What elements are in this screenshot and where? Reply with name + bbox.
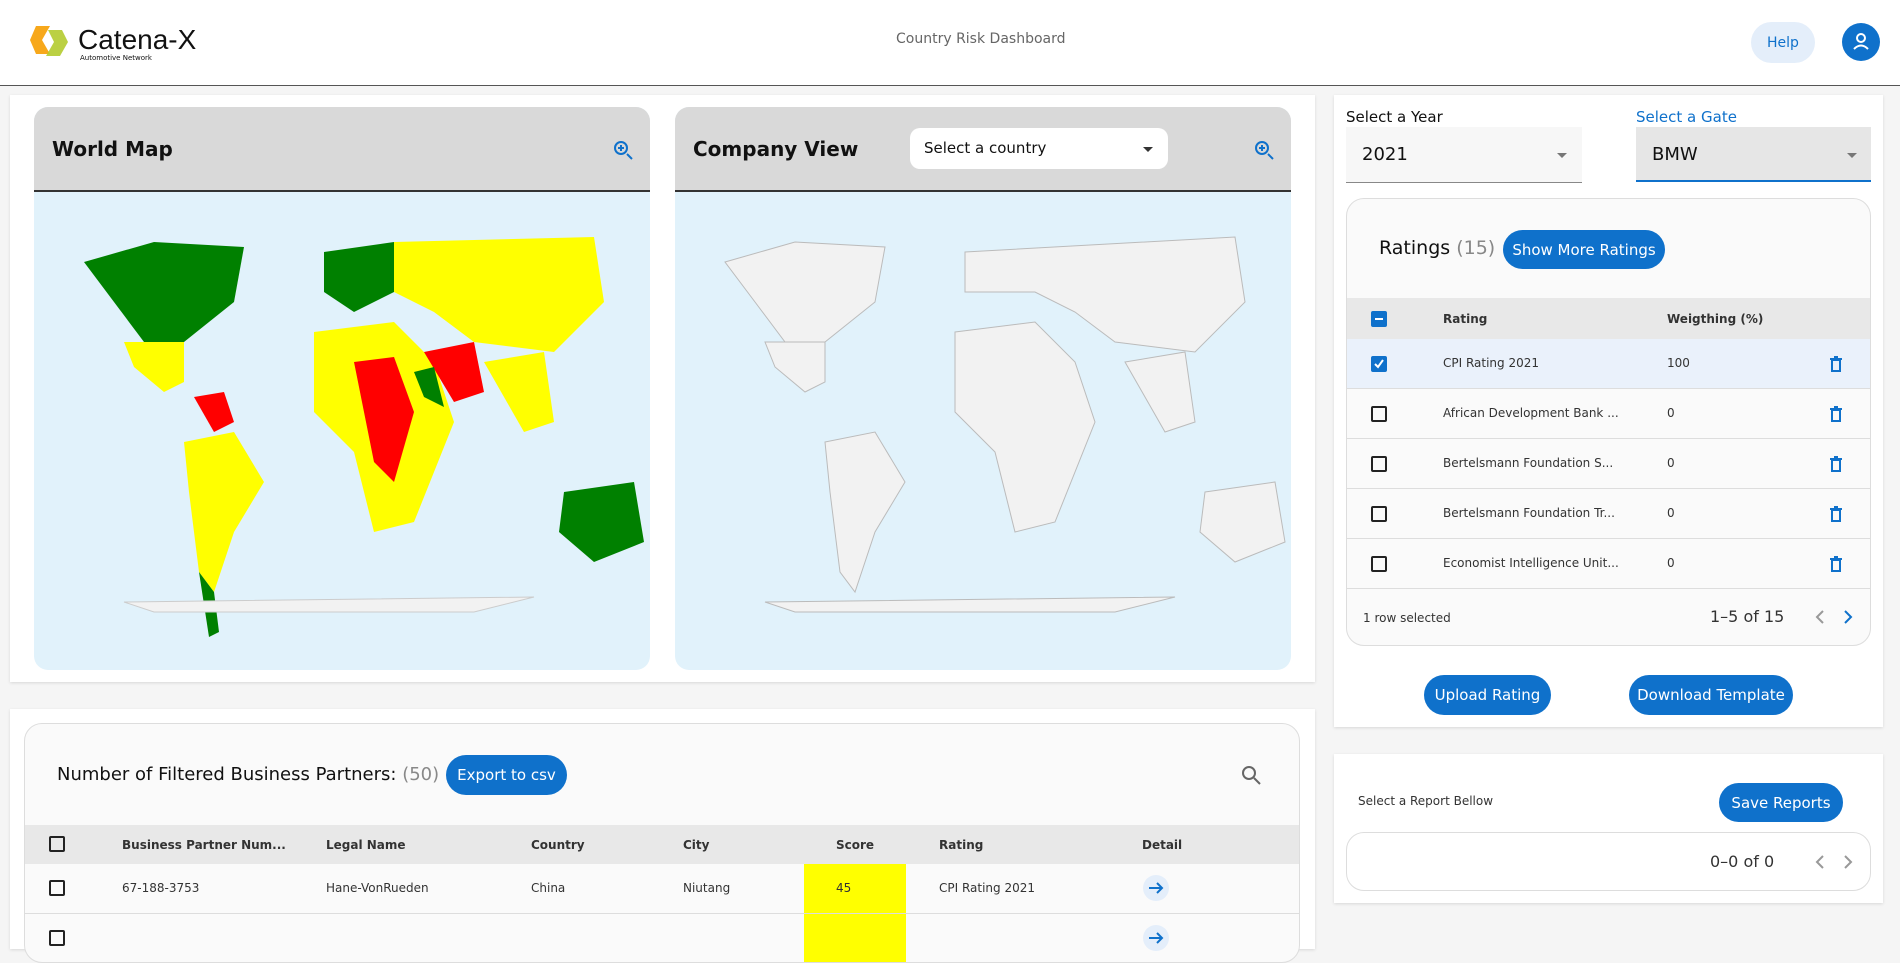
rating-weight: 100 bbox=[1667, 356, 1690, 370]
column-header: Business Partner Num... bbox=[122, 838, 286, 852]
search-icon[interactable] bbox=[1240, 764, 1262, 786]
rating-weight: 0 bbox=[1667, 406, 1675, 420]
delete-icon[interactable] bbox=[1829, 506, 1843, 526]
company-view-panel: Company View Select a country bbox=[675, 107, 1291, 670]
report-label: Select a Report Bellow bbox=[1358, 794, 1494, 808]
logo-icon bbox=[30, 26, 68, 56]
delete-icon[interactable] bbox=[1829, 356, 1843, 376]
world-map-panel: World Map bbox=[34, 107, 650, 670]
rating-weight: 0 bbox=[1667, 456, 1675, 470]
row-checkbox[interactable] bbox=[1371, 406, 1387, 422]
column-header: Legal Name bbox=[326, 838, 406, 852]
panel-title: Company View bbox=[693, 137, 859, 161]
column-header: Weigthing (%) bbox=[1667, 312, 1764, 326]
partners-count: (50) bbox=[402, 764, 440, 785]
logo: Catena-X bbox=[78, 24, 197, 55]
row-divider bbox=[1347, 388, 1870, 389]
row-checkbox[interactable] bbox=[1371, 556, 1387, 572]
row-checkbox[interactable] bbox=[1371, 456, 1387, 472]
cell: 67-188-3753 bbox=[122, 881, 200, 895]
panel-title: World Map bbox=[52, 137, 173, 161]
selected-row bbox=[1347, 339, 1870, 389]
download-button[interactable]: Download Template bbox=[1629, 675, 1793, 715]
help-button[interactable]: Help bbox=[1751, 22, 1815, 63]
score-cell bbox=[804, 864, 906, 913]
row-divider bbox=[1347, 588, 1870, 589]
row-divider bbox=[1347, 438, 1870, 439]
selected-count: 1 row selected bbox=[1363, 611, 1451, 625]
title-text: Number of Filtered Business Partners: bbox=[57, 764, 397, 785]
detail-button[interactable] bbox=[1142, 924, 1170, 956]
partners-title: Number of Filtered Business Partners: (5… bbox=[57, 764, 439, 785]
row-divider bbox=[1347, 538, 1870, 539]
column-header: Score bbox=[836, 838, 875, 852]
row-checkbox[interactable] bbox=[49, 880, 65, 896]
score-cell bbox=[804, 914, 906, 962]
column-header: Detail bbox=[1142, 838, 1183, 852]
save-reports-button[interactable]: Save Reports bbox=[1719, 783, 1843, 822]
table-header bbox=[1347, 298, 1870, 339]
pager-arrows[interactable] bbox=[1815, 609, 1871, 625]
pagination: 0–0 of 0 bbox=[1710, 852, 1775, 871]
detail-button[interactable] bbox=[1142, 874, 1170, 906]
page-title: Country Risk Dashboard bbox=[896, 31, 1066, 47]
rating-name: CPI Rating 2021 bbox=[1443, 356, 1540, 370]
cell: CPI Rating 2021 bbox=[939, 881, 1036, 895]
rating-name: Bertelsmann Foundation Tr... bbox=[1443, 506, 1615, 520]
export-button[interactable]: Export to csv bbox=[446, 755, 567, 795]
select-placeholder: Select a country bbox=[924, 139, 1047, 157]
ratings-count: (15) bbox=[1456, 237, 1496, 259]
reports-pager: 0–0 of 0 bbox=[1346, 832, 1871, 891]
column-header: City bbox=[683, 838, 710, 852]
zoom-icon[interactable] bbox=[1253, 139, 1275, 161]
year-select[interactable]: 2021 bbox=[1346, 127, 1582, 183]
rating-name: Economist Intelligence Unit... bbox=[1443, 556, 1619, 570]
column-header: Rating bbox=[939, 838, 984, 852]
delete-icon[interactable] bbox=[1829, 456, 1843, 476]
row-divider bbox=[25, 913, 1299, 914]
delete-icon[interactable] bbox=[1829, 556, 1843, 576]
rating-name: Bertelsmann Foundation S... bbox=[1443, 456, 1614, 470]
gate-value: BMW bbox=[1652, 144, 1698, 165]
year-label: Select a Year bbox=[1346, 108, 1443, 126]
row-checkbox[interactable] bbox=[1371, 506, 1387, 522]
gate-select[interactable]: BMW bbox=[1636, 127, 1871, 182]
column-header: Rating bbox=[1443, 312, 1488, 326]
zoom-icon[interactable] bbox=[612, 139, 634, 161]
cell: Hane-VonRueden bbox=[326, 881, 429, 895]
pager-arrows[interactable] bbox=[1815, 854, 1875, 870]
cell: 45 bbox=[836, 881, 852, 895]
rating-weight: 0 bbox=[1667, 506, 1675, 520]
world-map bbox=[724, 236, 1286, 613]
cell: China bbox=[531, 881, 566, 895]
header-checkbox[interactable] bbox=[1371, 311, 1387, 327]
show-more-button[interactable]: Show More Ratings bbox=[1503, 230, 1665, 269]
country-select[interactable]: Select a country bbox=[910, 128, 1168, 169]
reports-card bbox=[1334, 754, 1883, 903]
upload-button[interactable]: Upload Rating bbox=[1424, 675, 1551, 715]
column-header: Country bbox=[531, 838, 585, 852]
ratings-table: Ratings (15) Show More Ratings Rating We… bbox=[1346, 198, 1871, 646]
cell: Niutang bbox=[683, 881, 731, 895]
header: Catena-X Automotive Network Country Risk… bbox=[0, 0, 1900, 86]
title-text: Ratings bbox=[1379, 237, 1451, 259]
header-checkbox[interactable] bbox=[49, 836, 65, 852]
rating-name: African Development Bank ... bbox=[1443, 406, 1619, 420]
world-map bbox=[84, 237, 644, 637]
table-header bbox=[25, 825, 1299, 864]
row-divider bbox=[1347, 488, 1870, 489]
pagination: 1–5 of 15 bbox=[1710, 607, 1785, 626]
delete-icon[interactable] bbox=[1829, 406, 1843, 426]
gate-label: Select a Gate bbox=[1636, 108, 1737, 126]
ratings-title: Ratings (15) bbox=[1379, 237, 1495, 259]
row-checkbox[interactable] bbox=[49, 930, 65, 946]
year-value: 2021 bbox=[1362, 144, 1408, 165]
logo-tagline: Automotive Network bbox=[80, 54, 152, 62]
panel-header bbox=[34, 107, 650, 192]
partners-table: Number of Filtered Business Partners: (5… bbox=[24, 723, 1300, 963]
avatar[interactable] bbox=[1842, 23, 1880, 61]
row-checkbox[interactable] bbox=[1371, 356, 1387, 372]
rating-weight: 0 bbox=[1667, 556, 1675, 570]
